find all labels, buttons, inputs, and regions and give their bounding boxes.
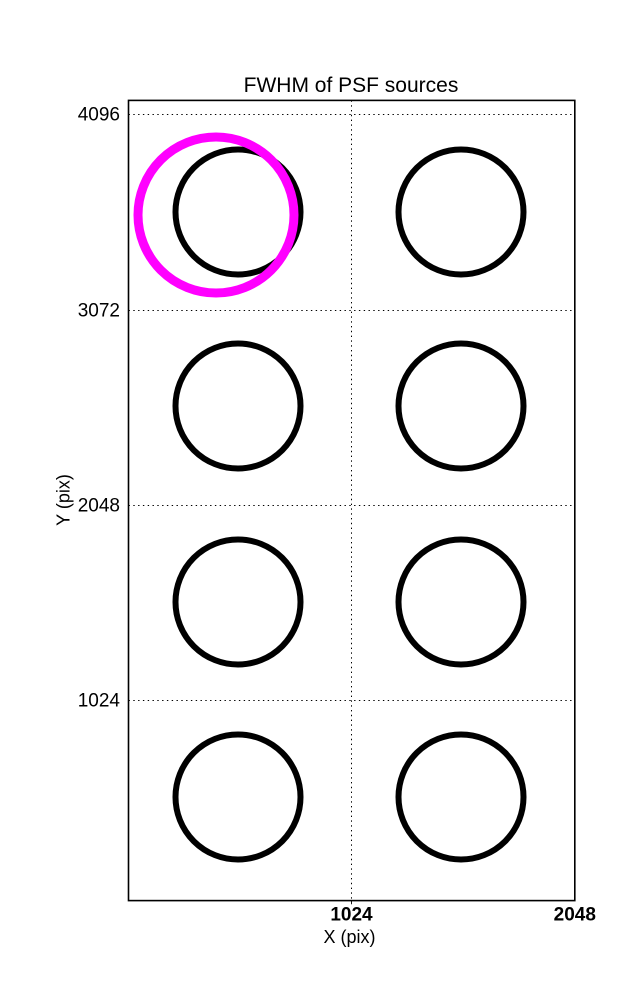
- svg-text:FWHM of PSF sources: FWHM of PSF sources: [244, 74, 459, 97]
- svg-text:2048: 2048: [78, 496, 120, 517]
- svg-text:3072: 3072: [78, 301, 120, 322]
- svg-text:1024: 1024: [330, 905, 373, 926]
- svg-text:4096: 4096: [78, 105, 120, 126]
- svg-text:1024: 1024: [78, 691, 121, 712]
- svg-text:2048: 2048: [554, 905, 596, 926]
- svg-text:Y (pix): Y (pix): [54, 474, 74, 526]
- svg-text:X (pix): X (pix): [323, 927, 375, 947]
